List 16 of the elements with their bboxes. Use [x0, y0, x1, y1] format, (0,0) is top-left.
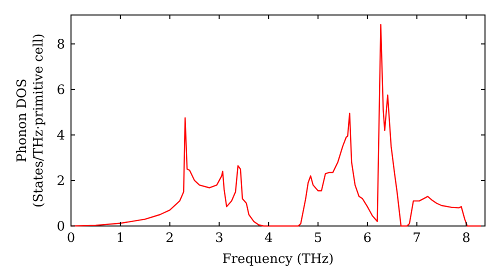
- x-tick-label: 6: [363, 231, 372, 246]
- x-tick-label: 5: [314, 231, 322, 246]
- x-axis-title: Frequency (THz): [222, 252, 334, 267]
- x-tick-label: 8: [462, 231, 470, 246]
- x-tick-label: 0: [66, 231, 76, 246]
- x-tick-label: 3: [215, 231, 224, 246]
- x-tick-label: 2: [166, 231, 174, 246]
- x-tick-label: 7: [412, 231, 421, 246]
- x-tick-label: 1: [116, 231, 125, 246]
- y-tick-label: 8: [56, 37, 65, 52]
- y-tick-label: 0: [56, 220, 65, 235]
- y-axis-title: Phonon DOS (States/THz·primitive cell): [15, 33, 46, 208]
- x-tick-label: 4: [264, 231, 273, 246]
- y-tick-label: 4: [56, 128, 65, 144]
- y-tick-label: 6: [56, 82, 65, 98]
- y-tick-label: 2: [56, 174, 65, 190]
